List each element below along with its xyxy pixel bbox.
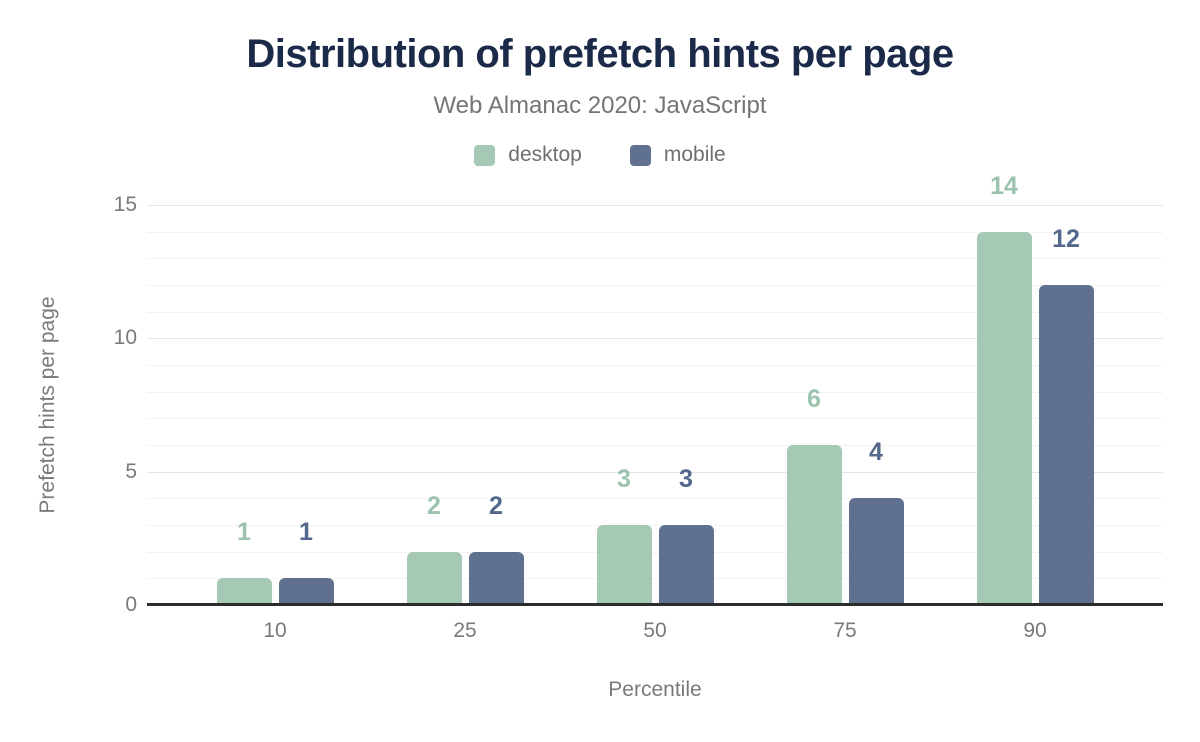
data-label-mobile-p75: 4 (869, 438, 883, 467)
chart-title: Distribution of prefetch hints per page (246, 32, 954, 76)
major-gridline-y15 (147, 205, 1163, 206)
bar-mobile-p25[interactable] (468, 551, 524, 605)
plot-area: 1 1 2 2 3 3 6 4 14 12 (147, 173, 1163, 605)
data-label-desktop-p90: 14 (990, 171, 1018, 200)
x-tick-label-10: 10 (263, 619, 287, 642)
major-gridline-y5 (147, 471, 1163, 473)
x-tick-label-75: 75 (833, 619, 857, 642)
bar-desktop-p75[interactable] (786, 445, 842, 605)
chart-subtitle: Web Almanac 2020: JavaScript (433, 92, 767, 119)
bar-mobile-p10[interactable] (278, 578, 334, 605)
data-label-desktop-p75: 6 (807, 385, 821, 413)
bar-desktop-p50[interactable] (596, 525, 652, 605)
data-label-desktop-p25: 2 (427, 491, 441, 520)
minor-gridline-y11 (147, 311, 1163, 313)
minor-gridline-y14 (147, 231, 1163, 233)
major-gridline-y10 (147, 338, 1163, 340)
bar-desktop-p90[interactable] (976, 231, 1032, 605)
minor-gridline-y9 (147, 365, 1163, 366)
data-label-mobile-p25: 2 (489, 491, 503, 520)
bar-mobile-p50[interactable] (658, 525, 714, 605)
y-tick-label-0: 0 (125, 593, 137, 616)
legend-item-mobile: mobile (629, 143, 726, 167)
legend-swatch-mobile (629, 144, 651, 166)
minor-gridline-y13 (147, 258, 1163, 260)
x-axis-line (147, 603, 1163, 606)
minor-gridline-y8 (147, 391, 1163, 393)
y-tick-label-10: 10 (113, 326, 137, 350)
y-tick-label-5: 5 (125, 459, 137, 483)
legend-label-mobile: mobile (663, 143, 726, 166)
minor-gridline-y6 (147, 445, 1163, 446)
minor-gridline-y1 (147, 578, 1163, 580)
bar-desktop-p25[interactable] (406, 551, 462, 605)
data-label-mobile-p50: 3 (679, 465, 693, 493)
bar-mobile-p90[interactable] (1038, 285, 1094, 605)
minor-gridline-y2 (147, 551, 1163, 553)
data-label-desktop-p10: 1 (237, 518, 251, 547)
x-tick-label-25: 25 (453, 619, 477, 642)
data-label-desktop-p50: 3 (617, 465, 631, 493)
minor-gridline-y3 (147, 525, 1163, 526)
legend-label-desktop: desktop (508, 143, 582, 166)
x-axis-title: Percentile (608, 678, 702, 701)
y-tick-label-15: 15 (113, 193, 137, 216)
legend-swatch-desktop (474, 144, 496, 166)
minor-gridline-y12 (147, 285, 1163, 286)
x-tick-label-50: 50 (643, 619, 667, 642)
data-label-mobile-p90: 12 (1052, 225, 1080, 253)
data-label-mobile-p10: 1 (299, 518, 313, 547)
minor-gridline-y4 (147, 498, 1163, 500)
chart-legend: desktop mobile (0, 143, 1200, 167)
bar-mobile-p75[interactable] (848, 498, 904, 605)
x-tick-label-90: 90 (1023, 619, 1047, 642)
minor-gridline-y7 (147, 418, 1163, 420)
legend-item-desktop: desktop (474, 143, 582, 167)
bar-desktop-p10[interactable] (216, 578, 272, 605)
